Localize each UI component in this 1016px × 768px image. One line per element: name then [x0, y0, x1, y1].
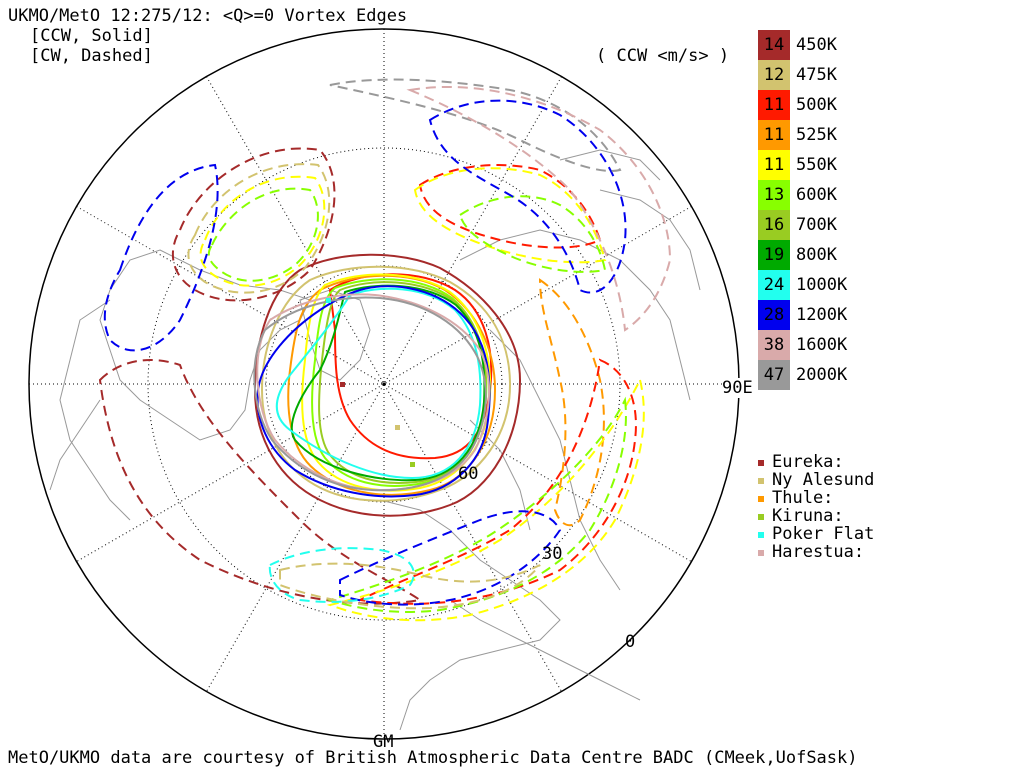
contour-2000k: [253, 296, 487, 492]
latitude-circle-30: [147, 147, 621, 621]
legend-row: 28 1200K: [758, 300, 868, 330]
site-legend-label: Ny Alesund: [772, 470, 875, 490]
legend-row: 24 1000K: [758, 270, 868, 300]
label-lat-30: 30: [542, 544, 563, 564]
legend-level-label: 2000K: [796, 365, 848, 385]
label-gm: GM: [373, 732, 394, 752]
legend-level-label: 450K: [796, 35, 837, 55]
legend-row: 11 525K: [758, 120, 868, 150]
contour-475k: [260, 265, 512, 502]
site-legend-label: Thule:: [772, 488, 834, 508]
legend-level-label: 1200K: [796, 305, 848, 325]
legend-swatch: 38: [758, 330, 790, 360]
legend-swatch: 13: [758, 180, 790, 210]
legend-row: 13 600K: [758, 180, 868, 210]
contour-550k: [301, 273, 492, 492]
legend-swatch: 24: [758, 270, 790, 300]
site-legend-label: Kiruna:: [772, 506, 844, 526]
ccw-vortex-contours: [253, 253, 522, 517]
site-legend-label: Poker Flat: [772, 524, 875, 544]
legend-level-label: 525K: [796, 125, 837, 145]
label-lat-0: 0: [625, 632, 636, 652]
site-legend-marker: [758, 478, 764, 484]
legend-level-label: 1000K: [796, 275, 848, 295]
contour-1600k: [256, 293, 490, 492]
contour-1000k: [275, 287, 482, 480]
ccw-note: [CCW, Solid]: [30, 26, 153, 46]
units-label: ( CCW <m/s> ): [596, 46, 730, 66]
legend-row: 19 800K: [758, 240, 868, 270]
legend-row: 47 2000K: [758, 360, 868, 390]
latitude-circle-60: [265, 265, 503, 503]
site-legend-marker: [758, 550, 764, 556]
site-legend-marker: [758, 496, 764, 502]
label-90e: 90E: [722, 378, 753, 398]
legend-level-label: 500K: [796, 95, 837, 115]
legend-row: 16 700K: [758, 210, 868, 240]
legend-row: 38 1600K: [758, 330, 868, 360]
legend-swatch: 11: [758, 150, 790, 180]
north-pole-marker: [382, 382, 386, 386]
site-marker-poker-flat: [326, 298, 331, 303]
contour-800k: [290, 284, 486, 482]
legend-row: 11 500K: [758, 90, 868, 120]
legend-swatch: 28: [758, 300, 790, 330]
legend-level-label: 600K: [796, 185, 837, 205]
legend-level-label: 475K: [796, 65, 837, 85]
legend-swatch: 16: [758, 210, 790, 240]
legend-swatch: 19: [758, 240, 790, 270]
legend-level-label: 550K: [796, 155, 837, 175]
site-marker-kiruna: [410, 462, 415, 467]
site-legend-label: Harestua:: [772, 542, 865, 562]
site-legend-marker: [758, 460, 764, 466]
legend-swatch: 12: [758, 60, 790, 90]
site-legend-marker: [758, 514, 764, 520]
site-legend-marker: [758, 532, 764, 538]
legend-row: 11 550K: [758, 150, 868, 180]
legend-row: 14 450K: [758, 30, 868, 60]
label-lat-60: 60: [458, 464, 479, 484]
contour-1200k: [256, 285, 491, 498]
legend-row: 12 475K: [758, 60, 868, 90]
legend-level-label: 700K: [796, 215, 837, 235]
legend-swatch: 11: [758, 120, 790, 150]
site-marker-eureka: [340, 382, 345, 387]
site-marker-ny-alesund: [395, 425, 400, 430]
map-title: UKMO/MetO 12:275/12: <Q>=0 Vortex Edges: [8, 6, 408, 26]
legend-level-label: 1600K: [796, 335, 848, 355]
legend-swatch: 47: [758, 360, 790, 390]
cw-vortex-contours: [98, 78, 672, 622]
legend-swatch: 11: [758, 90, 790, 120]
cw-note: [CW, Dashed]: [30, 46, 153, 66]
site-legend-label: Eureka:: [772, 452, 844, 472]
legend-level-label: 800K: [796, 245, 837, 265]
legend-swatch: 14: [758, 30, 790, 60]
contour-600k: [311, 278, 488, 487]
footer-credit: MetO/UKMO data are courtesy of British A…: [8, 748, 858, 768]
